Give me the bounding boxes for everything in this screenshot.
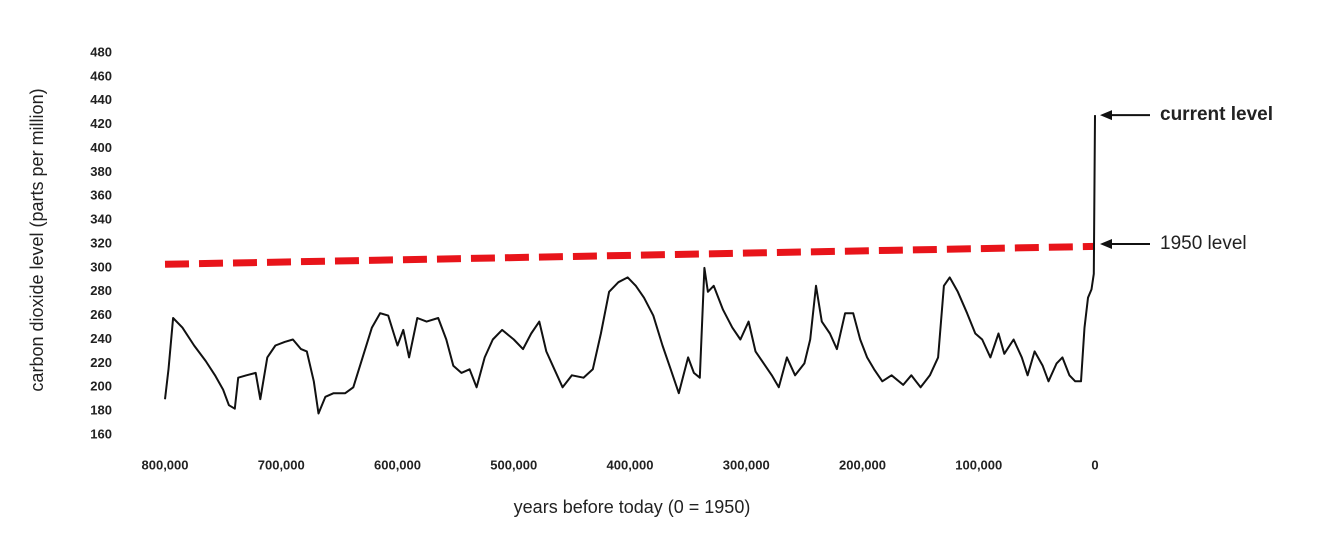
y-tick-label: 160 bbox=[90, 426, 112, 441]
arrow-head bbox=[1100, 110, 1112, 121]
y-tick-label: 280 bbox=[90, 283, 112, 298]
y-tick-label: 180 bbox=[90, 403, 112, 418]
x-tick-label: 200,000 bbox=[839, 457, 886, 472]
y-tick-label: 220 bbox=[90, 355, 112, 370]
x-tick-label: 300,000 bbox=[723, 457, 770, 472]
arrow-head bbox=[1100, 239, 1112, 249]
x-tick-label: 500,000 bbox=[490, 457, 537, 472]
y-tick-label: 300 bbox=[90, 259, 112, 274]
x-tick-label: 800,000 bbox=[142, 457, 189, 472]
y-tick-label: 340 bbox=[90, 212, 112, 227]
y-tick-label: 400 bbox=[90, 140, 112, 155]
x-tick-label: 600,000 bbox=[374, 457, 421, 472]
y-tick-label: 380 bbox=[90, 164, 112, 179]
y-tick-label: 480 bbox=[90, 44, 112, 59]
y-tick-label: 240 bbox=[90, 331, 112, 346]
x-axis-title: years before today (0 = 1950) bbox=[514, 497, 751, 517]
y-tick-label: 420 bbox=[90, 116, 112, 131]
y-tick-label: 260 bbox=[90, 307, 112, 322]
y-axis-title: carbon dioxide level (parts per million) bbox=[27, 88, 47, 391]
y-tick-label: 440 bbox=[90, 92, 112, 107]
x-tick-label: 100,000 bbox=[955, 457, 1002, 472]
reference-line bbox=[164, 242, 1096, 268]
annotation-text: current level bbox=[1160, 104, 1273, 125]
y-tick-label: 460 bbox=[90, 68, 112, 83]
y-tick-label: 360 bbox=[90, 188, 112, 203]
data-line bbox=[164, 115, 1096, 415]
y-tick-label: 320 bbox=[90, 235, 112, 250]
x-tick-label: 0 bbox=[1091, 457, 1098, 472]
annotation-text: 1950 level bbox=[1160, 233, 1247, 254]
y-tick-label: 200 bbox=[90, 379, 112, 394]
x-tick-label: 700,000 bbox=[258, 457, 305, 472]
x-tick-label: 400,000 bbox=[607, 457, 654, 472]
